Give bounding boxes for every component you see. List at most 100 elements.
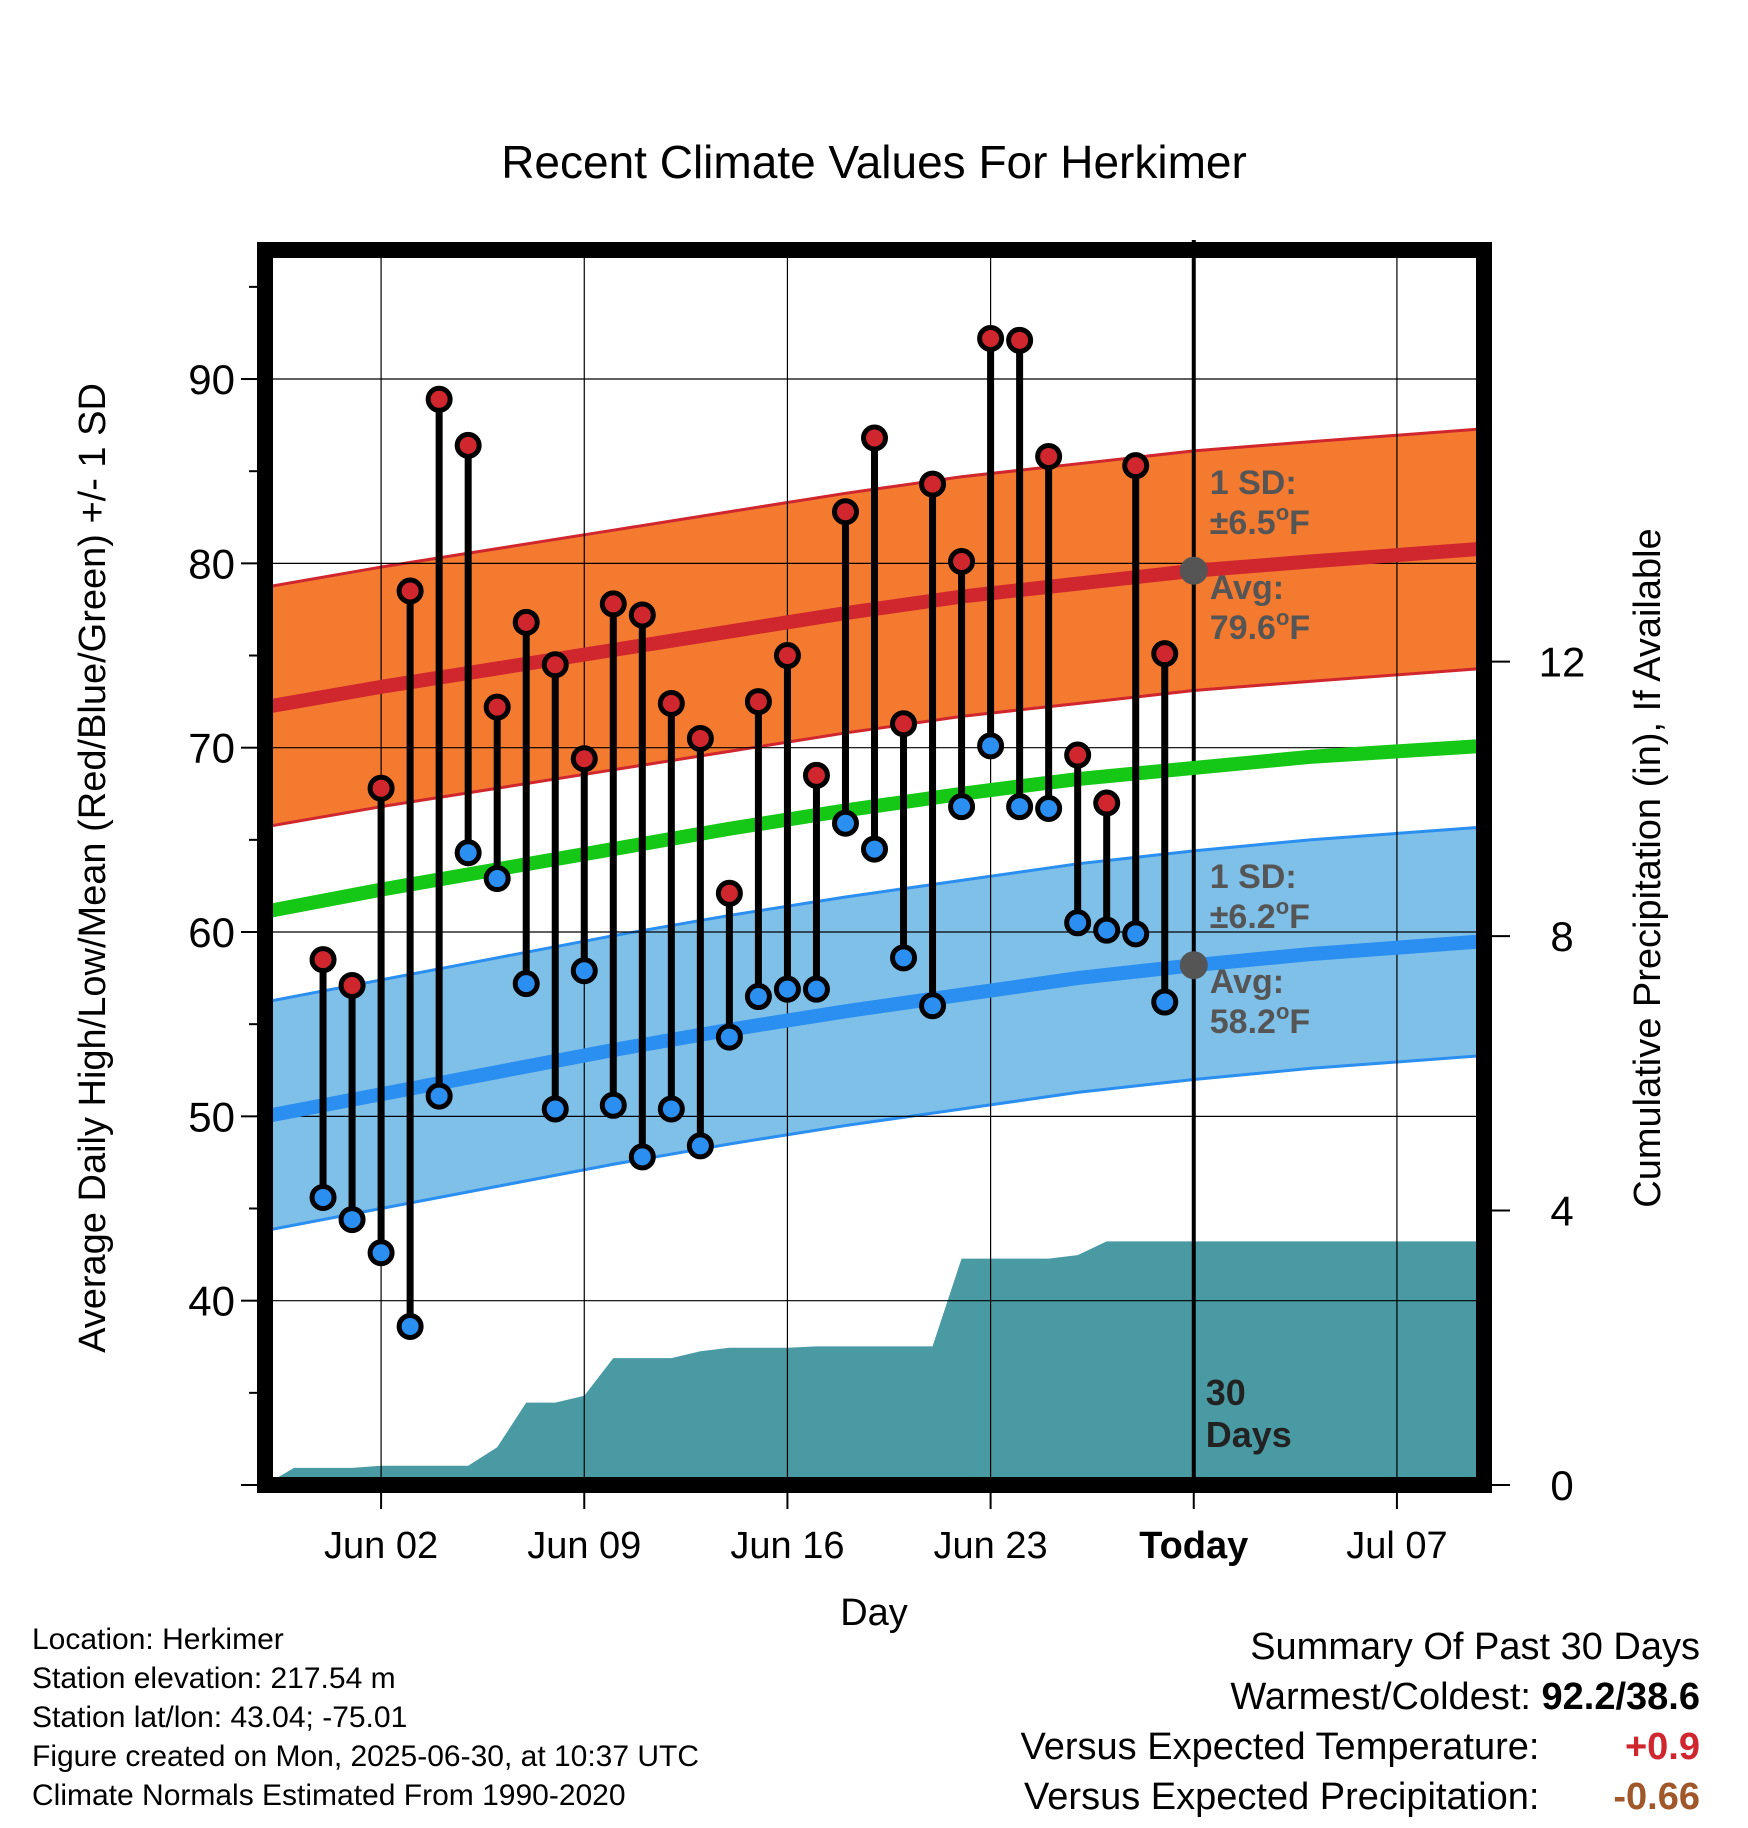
created-text: Figure created on Mon, 2025-06-30, at 10…: [32, 1740, 700, 1773]
temp-deviation-value: +0.9: [1624, 1726, 1700, 1768]
high-avg-annotation: Avg: 79.6oF: [1210, 569, 1310, 647]
daily-low-point: [628, 1143, 656, 1171]
daily-low-point: [1093, 916, 1121, 944]
daily-high-point: [890, 710, 918, 738]
daily-high-point: [396, 577, 424, 605]
y-tick-label: 40: [188, 1278, 235, 1325]
daily-low-point: [425, 1082, 453, 1110]
daily-high-point: [512, 608, 540, 636]
daily-low-point: [890, 944, 918, 972]
daily-low-point: [338, 1206, 366, 1234]
daily-low-point: [657, 1095, 685, 1123]
daily-points: [309, 324, 1179, 1340]
daily-low-point: [1064, 909, 1092, 937]
daily-high-point: [831, 498, 859, 526]
latlon-text: Station lat/lon: 43.04; -75.01: [32, 1701, 408, 1734]
daily-low-point: [1035, 795, 1063, 823]
daily-low-point: [1122, 920, 1150, 948]
daily-high-point: [715, 879, 743, 907]
daily-high-point: [744, 688, 772, 716]
daily-low-point: [367, 1239, 395, 1267]
x-tick-label: Jun 09: [527, 1525, 641, 1567]
high-sd-annotation: 1 SD: ±6.5oF: [1210, 464, 1310, 542]
daily-high-point: [977, 324, 1005, 352]
daily-high-point: [570, 745, 598, 773]
daily-high-point: [425, 385, 453, 413]
y2-tick-label: 0: [1550, 1462, 1573, 1509]
temp-deviation-label: Versus Expected Temperature:: [1020, 1726, 1540, 1768]
high-sd-upper-edge: [265, 427, 1484, 589]
daily-high-point: [657, 689, 685, 717]
daily-low-point: [715, 1023, 743, 1051]
low-normal-line: [265, 934, 1484, 1124]
precip-deviation-label: Versus Expected Precipitation:: [1024, 1776, 1540, 1818]
today-high-avg-marker: [1179, 556, 1208, 585]
daily-high-point: [454, 431, 482, 459]
x-tick-label: Jun 02: [324, 1525, 438, 1567]
y2-tick-label: 4: [1550, 1188, 1573, 1235]
daily-high-point: [1064, 741, 1092, 769]
daily-high-point: [309, 946, 337, 974]
daily-high-point: [599, 590, 627, 618]
plot-border: [257, 242, 1492, 1493]
today-low-avg-marker: [1179, 951, 1208, 980]
precipitation-area: [265, 1241, 1484, 1485]
y-tick-label: 70: [188, 725, 235, 772]
warmest-coldest-row: Warmest/Coldest: 92.2/38.6: [800, 1672, 1700, 1722]
daily-low-point: [1151, 988, 1179, 1016]
x-tick-label: Jun 16: [730, 1525, 844, 1567]
low-sd-upper-edge: [265, 825, 1484, 1004]
low-sd-band: [265, 826, 1484, 1231]
daily-low-point: [599, 1091, 627, 1119]
daily-low-point: [541, 1095, 569, 1123]
daily-low-point: [686, 1132, 714, 1160]
y-tick-label: 60: [188, 909, 235, 956]
warmest-coldest-label: Warmest/Coldest:: [1230, 1676, 1531, 1718]
plot-frame: [257, 242, 1492, 1493]
daily-high-point: [919, 470, 947, 498]
daily-low-point: [861, 835, 888, 863]
low-avg-annotation: Avg: 58.2oF: [1210, 963, 1310, 1041]
low-sd-lower-edge: [265, 1054, 1484, 1233]
today-days-label: 30 Days: [1206, 1372, 1292, 1455]
x-tick-label: Today: [1139, 1525, 1248, 1567]
normal-annotations: 30 Days 1 SD: ±6.5oF Avg: 79.6oF 1 SD: ±6.2oF Av…: [1179, 464, 1310, 1455]
y2-tick-label: 8: [1550, 913, 1573, 960]
daily-low-point: [948, 793, 976, 821]
warmest-coldest-value: 92.2/38.6: [1541, 1676, 1700, 1718]
x-tick-label: Jun 23: [934, 1525, 1048, 1567]
daily-high-point: [1151, 640, 1179, 668]
daily-high-point: [483, 693, 511, 721]
daily-high-point: [1006, 326, 1034, 354]
daily-low-point: [802, 975, 830, 1003]
summary-panel: Summary Of Past 30 Days Warmest/Coldest:…: [800, 1622, 1700, 1822]
daily-high-point: [541, 651, 569, 679]
daily-low-point: [396, 1312, 424, 1340]
daily-low-point: [454, 839, 482, 867]
y-tick-label: 50: [188, 1093, 235, 1140]
precip-deviation-row: Versus Expected Precipitation: -0.66: [800, 1772, 1700, 1822]
daily-high-point: [1122, 452, 1150, 480]
normals-text: Climate Normals Estimated From 1990-2020: [32, 1779, 626, 1812]
summary-title: Summary Of Past 30 Days: [1250, 1626, 1700, 1668]
y-axis-label: Average Daily High/Low/Mean (Red/Blue/Gr…: [72, 383, 114, 1353]
daily-low-point: [831, 809, 859, 837]
y-tick-label: 80: [188, 540, 235, 587]
daily-high-point: [948, 548, 976, 576]
precipitation-fill: [265, 1241, 1484, 1485]
daily-high-point: [367, 774, 395, 802]
x-tick-label: Jul 07: [1346, 1525, 1447, 1567]
chart-title: Recent Climate Values For Herkimer: [501, 136, 1247, 188]
daily-low-point: [773, 975, 801, 1003]
daily-low-point: [570, 957, 598, 985]
temp-deviation-row: Versus Expected Temperature: +0.9: [800, 1722, 1700, 1772]
daily-high-point: [802, 761, 830, 789]
daily-low-point: [977, 732, 1005, 760]
daily-high-point: [1035, 442, 1063, 470]
daily-low-point: [512, 970, 540, 998]
daily-low-point: [309, 1183, 337, 1211]
axes: 40 50 60 70 80 90 0 4 8 12 Jun 02 Jun 09 Jun 16 Jun 2…: [188, 285, 1585, 1567]
daily-high-point: [338, 971, 366, 999]
y2-axis-label: Cumulative Precipitation (in), If Availa…: [1627, 528, 1669, 1207]
